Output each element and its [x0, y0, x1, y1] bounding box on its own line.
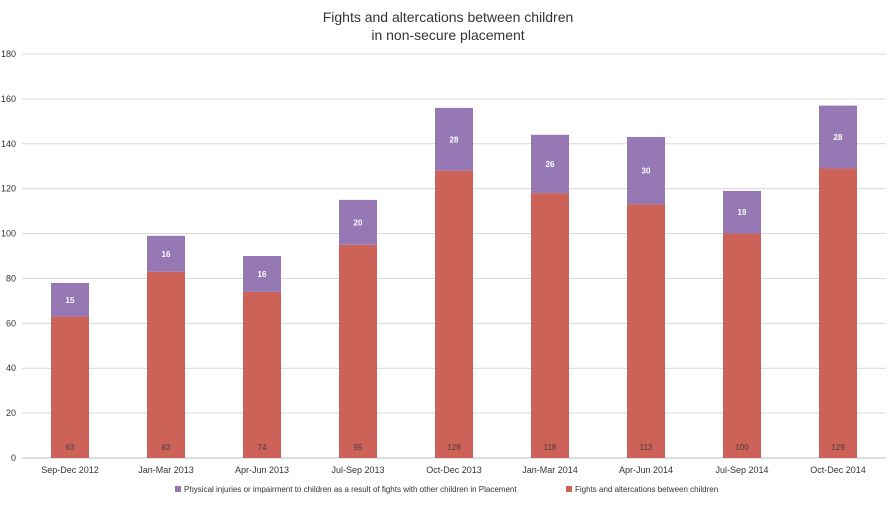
data-label-fights: 128: [447, 443, 461, 452]
data-label-injuries: 19: [738, 208, 747, 217]
bar-segment-fights: [531, 193, 569, 458]
y-tick-label: 0: [11, 453, 16, 463]
x-category-label: Jan-Mar 2014: [522, 465, 578, 475]
bar-segment-fights: [819, 168, 857, 458]
data-label-injuries: 15: [66, 296, 75, 305]
y-tick-label: 180: [1, 49, 16, 59]
data-label-fights: 74: [258, 443, 267, 452]
data-label-fights: 129: [831, 443, 845, 452]
data-label-fights: 63: [66, 443, 75, 452]
y-tick-label: 100: [1, 229, 16, 239]
x-category-label: Apr-Jun 2014: [619, 465, 673, 475]
x-category-label: Apr-Jun 2013: [235, 465, 289, 475]
bar-segment-injuries: [531, 134, 569, 194]
x-axis-category-labels: Sep-Dec 2012 Jan-Mar 2013 Apr-Jun 2013 Jul-…: [41, 465, 866, 475]
bar-segment-injuries: [339, 199, 377, 245]
bar-segment-fights: [339, 244, 377, 458]
bar-segment-fights: [435, 170, 473, 458]
data-label-injuries: 28: [450, 135, 459, 144]
y-tick-label: 140: [1, 139, 16, 149]
bar-segment-fights: [51, 316, 89, 458]
bars: 63 15 83 16 74 16 95 20 128 28 118 26 113 30 100 19 129 2…: [51, 105, 857, 458]
bar-segment-injuries: [819, 105, 857, 169]
legend-label: Physical injuries or impairment to child…: [184, 485, 517, 494]
bar-segment-injuries: [147, 235, 185, 272]
y-tick-label: 60: [6, 318, 16, 328]
data-label-fights: 100: [735, 443, 749, 452]
data-label-fights: 113: [640, 443, 653, 452]
data-label-injuries: 30: [642, 167, 651, 176]
data-label-fights: 83: [162, 443, 171, 452]
bar-segment-injuries: [723, 190, 761, 234]
bar-segment-fights: [723, 233, 761, 458]
bar-segment-injuries: [51, 282, 89, 317]
data-label-injuries: 16: [258, 270, 267, 279]
data-label-fights: 118: [544, 443, 557, 452]
legend-swatch: [566, 486, 572, 492]
x-category-label: Oct-Dec 2013: [426, 465, 482, 475]
bar-segment-fights: [627, 204, 665, 458]
x-category-label: Jul-Sep 2013: [331, 465, 384, 475]
data-label-fights: 95: [354, 443, 363, 452]
y-tick-label: 20: [6, 408, 16, 418]
x-category-label: Jul-Sep 2014: [715, 465, 768, 475]
data-label-injuries: 28: [834, 133, 843, 142]
y-tick-label: 120: [1, 184, 16, 194]
y-axis-tick-labels: 0 20 40 60 80 100 120 140 160 180: [1, 49, 16, 463]
chart-title-line-1: Fights and altercations between children: [323, 9, 574, 25]
bar-segment-injuries: [435, 107, 473, 171]
x-category-label: Jan-Mar 2013: [138, 465, 194, 475]
legend-swatch: [175, 486, 181, 492]
data-label-injuries: 26: [546, 160, 555, 169]
x-category-label: Sep-Dec 2012: [41, 465, 99, 475]
x-category-label: Oct-Dec 2014: [810, 465, 866, 475]
data-label-injuries: 20: [354, 218, 363, 227]
legend: Physical injuries or impairment to child…: [175, 485, 718, 494]
y-tick-label: 80: [6, 273, 16, 283]
bar-segment-fights: [243, 291, 281, 458]
y-tick-label: 40: [6, 363, 16, 373]
data-label-injuries: 16: [162, 250, 171, 259]
chart-title-line-2: in non-secure placement: [371, 27, 524, 43]
legend-label: Fights and altercations between children: [575, 485, 718, 494]
bar-segment-injuries: [627, 137, 665, 205]
y-tick-label: 160: [1, 94, 16, 104]
bar-segment-injuries: [243, 256, 281, 292]
bar-segment-fights: [147, 271, 185, 458]
